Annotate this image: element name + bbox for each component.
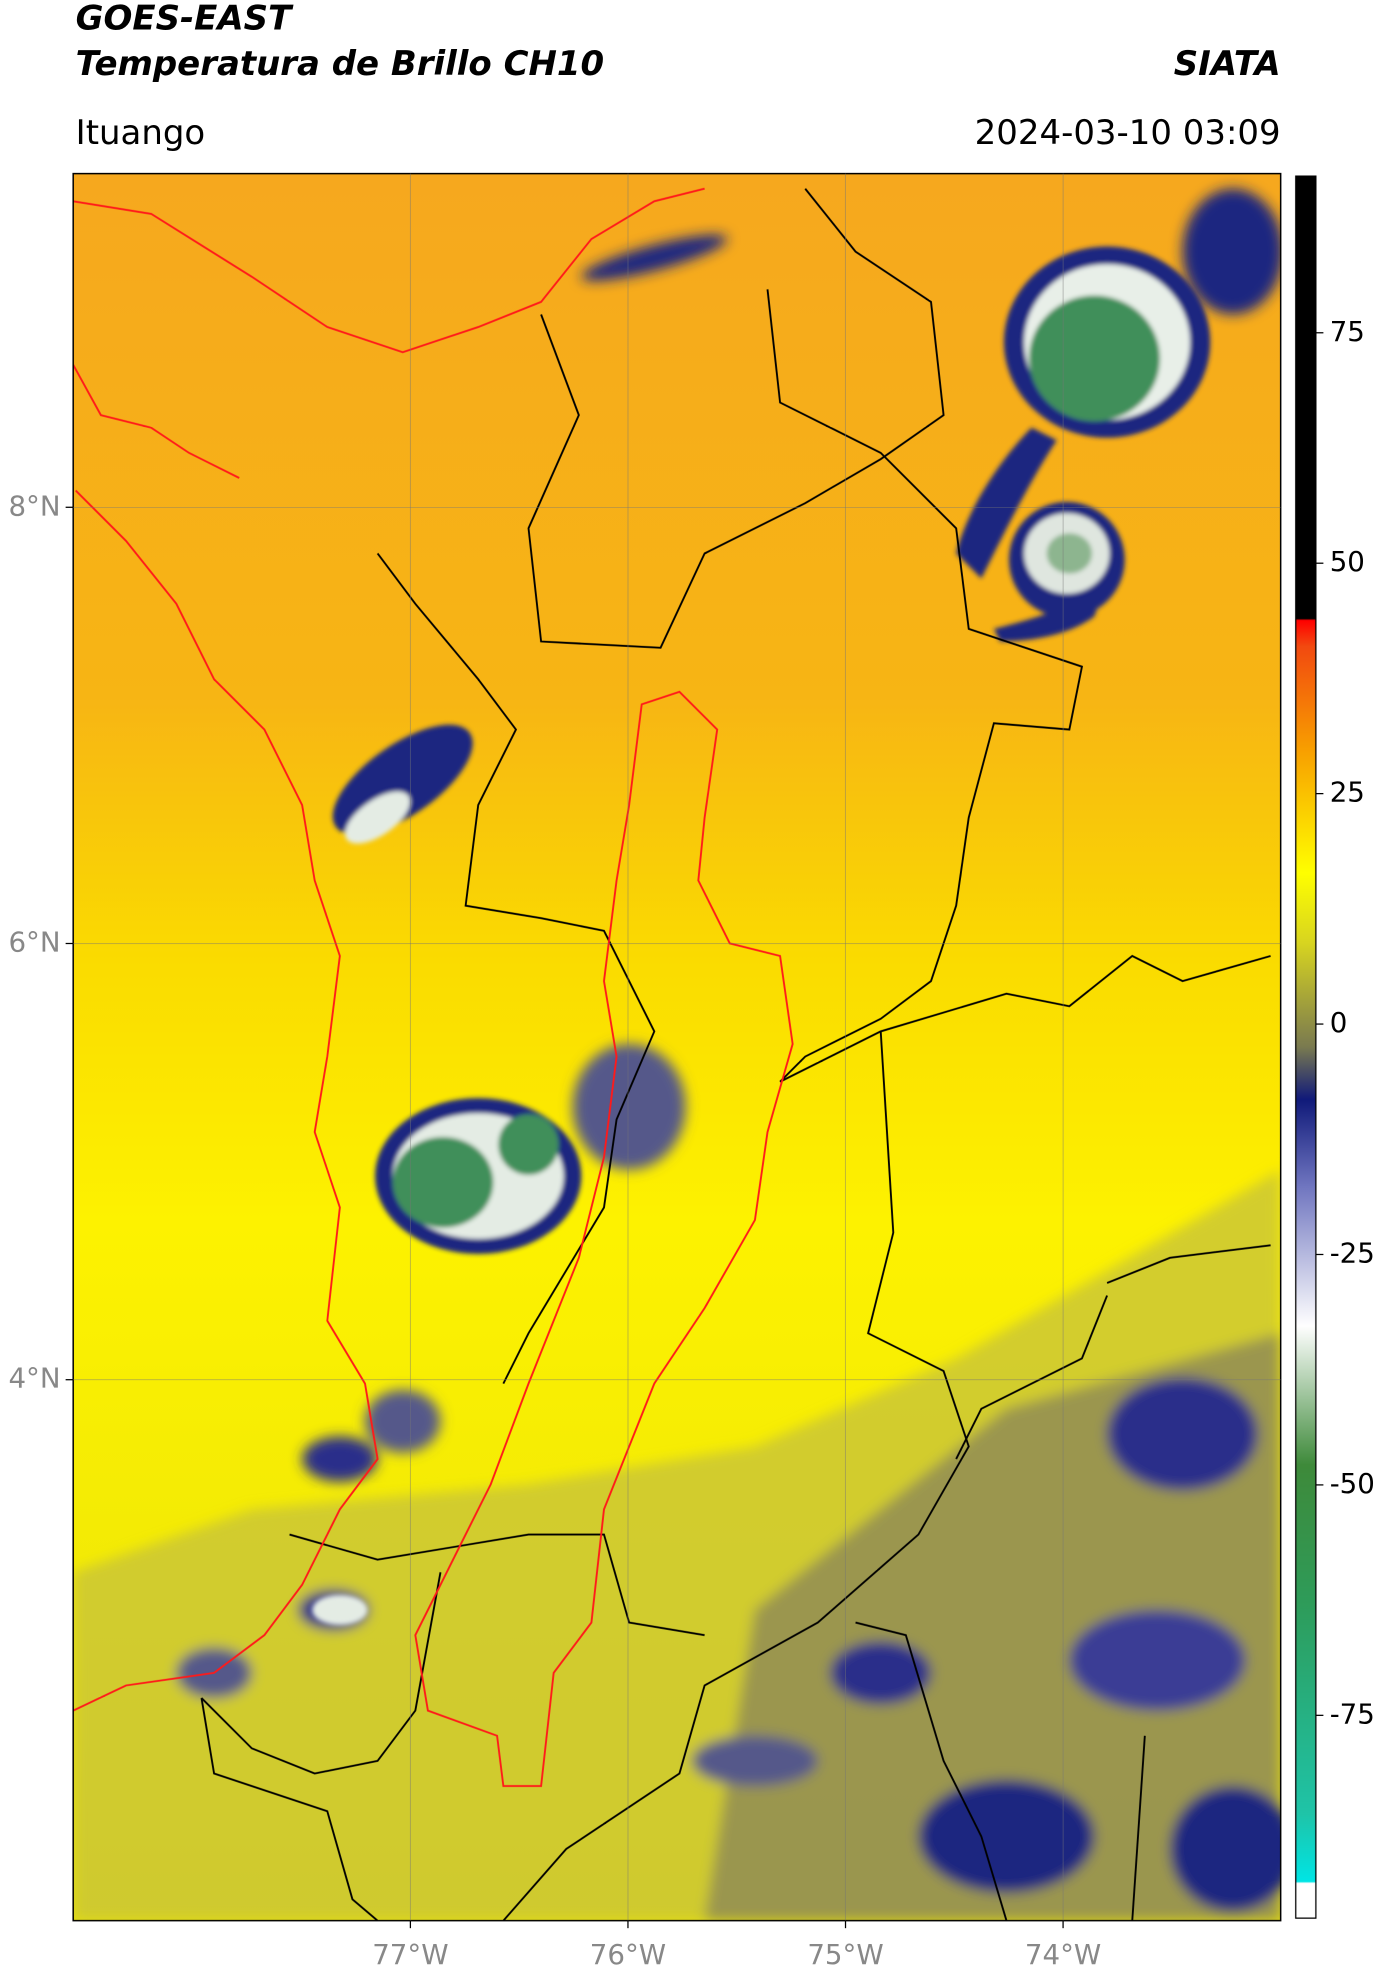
region-label: Ituango [76, 113, 206, 153]
cloud-edge [993, 578, 1108, 642]
lon-tick-label: 77°W [372, 1938, 448, 1971]
colorbar-tick-label: 50 [1330, 545, 1365, 578]
cloud-core [1046, 533, 1092, 574]
colorbar-tick-label: 25 [1330, 776, 1365, 809]
lon-tick-label: 74°W [1025, 1938, 1101, 1971]
cloud [830, 1641, 931, 1705]
convective-cells [312, 246, 1211, 1626]
colorbar-tick-label: 0 [1330, 1006, 1348, 1039]
lat-tick-label: 6°N [8, 925, 60, 958]
cloud-ring [345, 791, 411, 844]
cloud [572, 1043, 686, 1170]
source-label: SIATA [1174, 44, 1281, 84]
lon-tick-label: 75°W [807, 1938, 883, 1971]
map-frame [72, 172, 1282, 1922]
cloud [1182, 188, 1281, 315]
colorbar-tick-label: -75 [1330, 1697, 1375, 1730]
satellite-title: GOES-EAST [76, 0, 294, 39]
border [955, 1244, 1271, 1460]
cloud [302, 1436, 378, 1482]
cloud [1107, 1377, 1258, 1491]
cloud [364, 1389, 441, 1453]
border [502, 1031, 970, 1921]
cloud [1169, 1786, 1281, 1912]
border [376, 552, 656, 1384]
cloud [918, 1779, 1095, 1893]
border [855, 1621, 1146, 1921]
coastline [73, 187, 794, 1787]
lon-tick-label: 76°W [590, 1938, 666, 1971]
border [527, 188, 945, 649]
colorbar [1295, 175, 1317, 1919]
border [200, 1533, 705, 1775]
cloud [1069, 1609, 1246, 1711]
borders [200, 188, 1271, 1921]
coast [73, 187, 705, 354]
lat-tick-label: 8°N [8, 489, 60, 522]
border [200, 1697, 379, 1921]
lat-tick-label: 4°N [8, 1362, 60, 1395]
border [766, 289, 1083, 1083]
cloud-core [1029, 295, 1160, 422]
cloud-ring [312, 1594, 368, 1626]
cloud-field [73, 188, 1281, 1921]
cloud-core [498, 1114, 559, 1175]
coast [73, 364, 379, 1712]
cloud-edge [956, 427, 1057, 579]
colorbar-tick-label: -25 [1330, 1236, 1375, 1269]
cloud [692, 1735, 818, 1787]
product-title: Temperatura de Brillo CH10 [76, 44, 604, 84]
colorbar-tick-label: -50 [1330, 1467, 1375, 1500]
map [73, 173, 1281, 1921]
cold-region [704, 1333, 1281, 1921]
cloud-core [392, 1137, 494, 1228]
datetime-label: 2024-03-10 03:09 [975, 113, 1281, 153]
ituango-basin [414, 690, 794, 1787]
colorbar-tick-label: 75 [1330, 315, 1365, 348]
cloud [581, 234, 728, 281]
